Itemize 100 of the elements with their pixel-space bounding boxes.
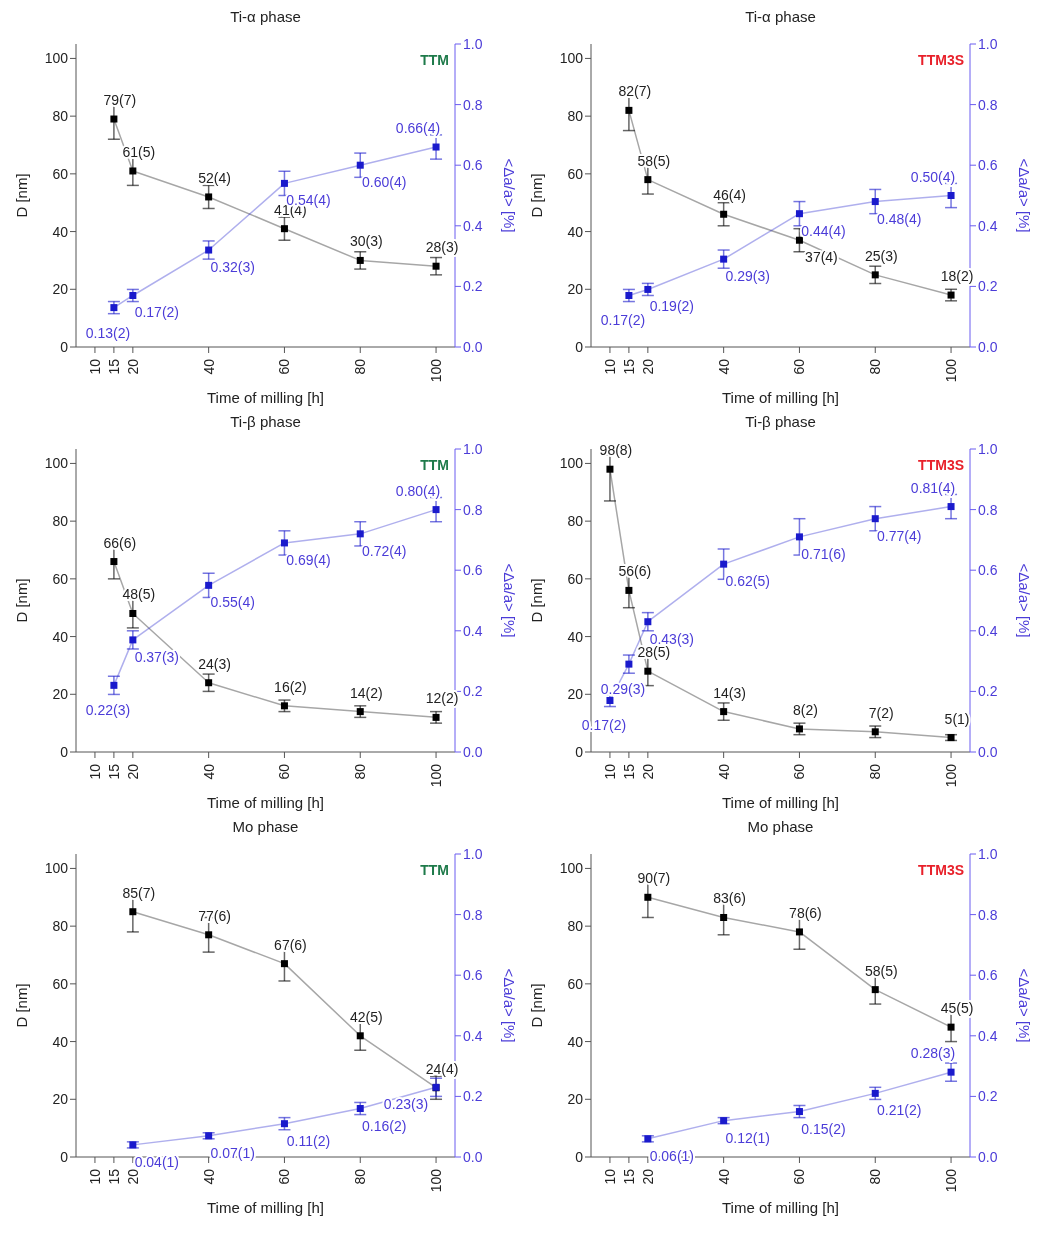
point [795,533,803,541]
x-tick-label: 10 [86,1168,103,1185]
data-label: 0.55(4) [210,594,255,611]
point [205,931,213,939]
y2-tick-label: 0.8 [978,906,998,923]
y2-tick-label: 0.2 [978,683,998,700]
data-label: 85(7) [122,884,156,901]
data-label: 0.60(4) [362,174,407,191]
chart-title: Mo phase [231,818,300,837]
point [644,667,652,675]
data-label: 0.23(3) [383,1096,429,1113]
data-label: 0.62(5) [725,573,770,590]
y2-tick-label: 0.4 [978,217,998,234]
point [129,291,137,299]
data-label: 56(6) [618,563,652,580]
y2-tick-label: 0.2 [978,1088,998,1105]
y-tick-label: 20 [567,686,584,703]
data-label: 0.15(2) [801,1120,846,1137]
y2-tick-label: 1.0 [978,440,998,457]
y-tick-label: 20 [567,1091,584,1108]
y-axis-title: D [nm] [13,578,31,623]
data-label: 0.12(1) [725,1129,770,1146]
x-tick-label: 100 [428,763,445,788]
point [356,161,364,169]
data-label: 45(5) [940,1000,974,1017]
data-label: 0.29(3) [600,681,646,698]
y2-tick-label: 0.6 [463,157,483,174]
y2-tick-label: 0.4 [463,1027,483,1044]
x-tick-label: 20 [124,358,141,375]
y2-tick-label: 0.0 [463,1148,483,1165]
chart-title: Mo phase [746,818,815,837]
y2-tick-label: 0.0 [463,743,483,760]
data-label: 0.43(3) [649,630,695,647]
point [795,236,803,244]
point [129,636,137,644]
x-tick-label: 100 [428,1168,445,1193]
y2-tick-label: 1.0 [463,845,483,862]
data-label: 0.81(4) [910,479,956,496]
point [280,960,288,968]
point [720,255,728,263]
point [356,1105,364,1113]
data-label: 0.77(4) [877,527,922,544]
y2-tick-label: 0.2 [978,278,998,295]
point [871,198,879,206]
data-label: 24(3) [198,655,231,672]
x-tick-label: 40 [715,358,732,375]
x-tick-label: 80 [352,1168,369,1185]
y2-tick-label: 1.0 [463,440,483,457]
x-tick-label: 10 [601,358,618,375]
y2-tick-label: 1.0 [463,35,483,52]
x-tick-label: 40 [200,358,217,375]
chart-title: Ti-β phase [744,413,817,432]
data-label: 46(4) [713,187,746,204]
point [356,1032,364,1040]
y-axis-title: D [nm] [13,173,31,218]
y2-tick-label: 0.6 [978,157,998,174]
y2-axis-title: <Δa/a> [%] [500,968,518,1043]
point [947,1068,955,1076]
point [432,262,440,270]
y2-tick-label: 0.2 [463,683,483,700]
y-axis-title: D [nm] [528,173,546,218]
y-tick-label: 20 [52,281,69,298]
data-label: 0.50(4) [910,168,956,185]
x-tick-label: 40 [715,1168,732,1185]
point [110,681,118,689]
data-label: 28(3) [425,239,459,256]
chart-title: Ti-α phase [229,8,302,27]
data-label: 0.48(4) [877,210,922,227]
data-label: 0.44(4) [801,222,846,239]
data-label: 37(4) [805,249,838,266]
point [280,179,288,187]
y-tick-label: 100 [44,455,69,472]
data-label: 98(8) [599,442,633,459]
x-tick-label: 60 [791,358,808,375]
y2-tick-label: 0.4 [978,1027,998,1044]
point [129,609,137,617]
y2-axis-title: <Δa/a> [%] [1015,158,1033,233]
x-tick-label: 15 [620,763,637,780]
y2-tick-label: 0.0 [978,1148,998,1165]
data-label: 7(2) [868,704,894,721]
x-tick-label: 20 [639,1168,656,1185]
y2-tick-label: 0.2 [463,278,483,295]
data-label: 0.37(3) [134,648,180,665]
data-label: 0.06(1) [649,1147,695,1164]
y-axis-title: D [nm] [528,983,546,1028]
data-label: 8(2) [793,701,818,718]
data-label: 67(6) [274,936,307,953]
y-tick-label: 80 [52,513,69,530]
x-tick-label: 100 [943,1168,960,1193]
y-tick-label: 80 [52,918,69,935]
data-label: 90(7) [637,870,671,887]
data-label: 30(3) [349,233,383,250]
y2-tick-label: 0.4 [463,217,483,234]
y-tick-label: 40 [52,1033,69,1050]
x-tick-label: 100 [428,358,445,383]
x-tick-label: 80 [867,763,884,780]
y-tick-label: 100 [559,455,584,472]
point [871,515,879,523]
x-tick-label: 80 [352,358,369,375]
y-tick-label: 60 [567,165,584,182]
